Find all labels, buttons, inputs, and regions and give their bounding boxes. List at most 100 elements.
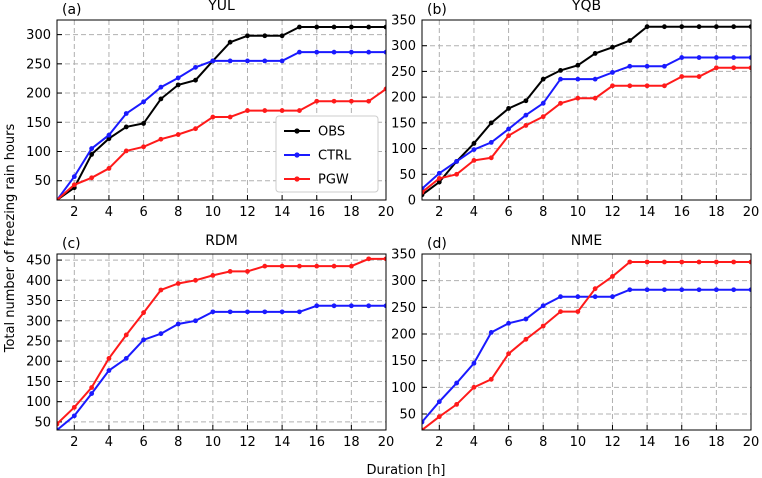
data-point-obs (383, 24, 386, 30)
data-point-pgw (123, 148, 129, 154)
data-point-ctrl (558, 294, 563, 300)
data-point-pgw (141, 310, 146, 316)
data-point-ctrl (227, 309, 233, 315)
data-point-ctrl (383, 303, 386, 309)
data-point-pgw (523, 336, 529, 342)
x-axis-label: Duration [h] (367, 463, 446, 478)
x-tick-label: 4 (105, 435, 113, 450)
data-point-pgw (592, 95, 598, 101)
legend-marker (294, 176, 300, 182)
data-point-pgw (731, 65, 737, 71)
y-tick-label: 250 (391, 65, 416, 80)
x-tick-label: 20 (378, 205, 395, 220)
data-point-obs (575, 62, 581, 68)
x-tick-label: 18 (343, 435, 360, 450)
data-point-ctrl (575, 294, 581, 300)
data-point-obs (141, 121, 146, 126)
data-point-obs (262, 33, 268, 39)
data-point-pgw (627, 259, 633, 265)
data-point-ctrl (71, 413, 77, 419)
data-point-obs (662, 24, 667, 30)
data-point-pgw (713, 259, 719, 265)
data-point-obs (731, 24, 737, 30)
data-point-ctrl (731, 287, 737, 293)
data-point-ctrl (679, 55, 685, 60)
panel-title: YUL (207, 0, 235, 14)
data-point-ctrl (471, 147, 477, 153)
data-point-ctrl (523, 112, 529, 118)
x-tick-label: 18 (343, 205, 360, 220)
data-point-pgw (422, 189, 425, 195)
panel-label: (c) (62, 236, 81, 252)
data-point-ctrl (523, 316, 529, 322)
data-point-pgw (158, 136, 164, 142)
y-tick-label: 250 (26, 57, 51, 72)
series-line-ctrl (422, 288, 751, 423)
series-line-ctrl (422, 56, 751, 190)
data-point-pgw (175, 132, 181, 137)
x-tick-label: 10 (205, 205, 222, 220)
data-point-pgw (696, 259, 702, 265)
data-point-pgw (366, 256, 372, 262)
y-tick-label: 150 (26, 116, 51, 131)
x-tick-label: 4 (470, 435, 478, 450)
x-tick-label: 6 (139, 435, 147, 450)
data-point-pgw (262, 263, 268, 269)
series-line-pgw (57, 88, 386, 200)
data-point-pgw (523, 123, 529, 128)
data-point-pgw (262, 108, 268, 113)
data-point-ctrl (422, 419, 425, 425)
x-tick-label: 12 (604, 435, 621, 450)
data-point-ctrl (279, 309, 285, 315)
data-point-ctrl (297, 309, 302, 315)
data-point-pgw (383, 86, 386, 92)
data-point-pgw (227, 268, 233, 274)
data-point-ctrl (506, 126, 511, 132)
y-tick-label: 300 (391, 274, 416, 289)
legend-label: PGW (318, 173, 349, 188)
series-line-obs (57, 26, 386, 200)
x-tick-label: 6 (139, 205, 147, 220)
x-tick-label: 8 (539, 435, 547, 450)
y-tick-label: 100 (26, 145, 51, 160)
data-point-ctrl (158, 331, 164, 337)
data-point-ctrl (123, 355, 129, 361)
y-tick-label: 350 (391, 14, 416, 29)
data-point-ctrl (71, 174, 77, 180)
plot-frame (56, 253, 387, 431)
data-point-pgw (210, 273, 216, 278)
x-tick-label: 20 (743, 435, 760, 450)
data-point-ctrl (262, 309, 268, 315)
data-point-pgw (57, 197, 60, 200)
y-tick-label: 50 (34, 174, 51, 189)
data-point-ctrl (158, 84, 164, 90)
data-point-obs (558, 68, 563, 73)
data-point-ctrl (454, 159, 460, 164)
y-tick-label: 0 (408, 194, 416, 209)
data-point-pgw (123, 332, 129, 338)
x-tick-label: 14 (274, 435, 291, 450)
x-tick-label: 10 (205, 435, 222, 450)
x-tick-label: 12 (239, 205, 256, 220)
x-tick-label: 8 (174, 435, 182, 450)
plot-frame (421, 19, 752, 201)
data-point-pgw (227, 114, 233, 120)
data-point-ctrl (89, 146, 95, 151)
x-tick-label: 12 (239, 435, 256, 450)
data-point-ctrl (748, 55, 751, 60)
x-tick-label: 8 (539, 205, 547, 220)
x-tick-label: 16 (673, 435, 690, 450)
data-point-ctrl (123, 111, 129, 116)
data-point-obs (592, 51, 598, 56)
y-tick-label: 350 (391, 248, 416, 263)
y-tick-label: 450 (26, 254, 51, 269)
y-tick-label: 50 (34, 415, 51, 430)
data-point-ctrl (348, 303, 354, 309)
x-tick-label: 10 (570, 205, 587, 220)
panel-nme: 2 4 6 8 10 12 14 16 18 20 50 100 150 200 250 300 350 NME (… (391, 233, 759, 450)
data-point-ctrl (558, 76, 563, 82)
panel-yul: 2 4 6 8 10 12 14 16 18 20 50 100 150 200 250 300 YUL (a) (26, 0, 394, 220)
y-tick-label: 200 (391, 91, 416, 106)
series-ctrl (422, 55, 751, 192)
